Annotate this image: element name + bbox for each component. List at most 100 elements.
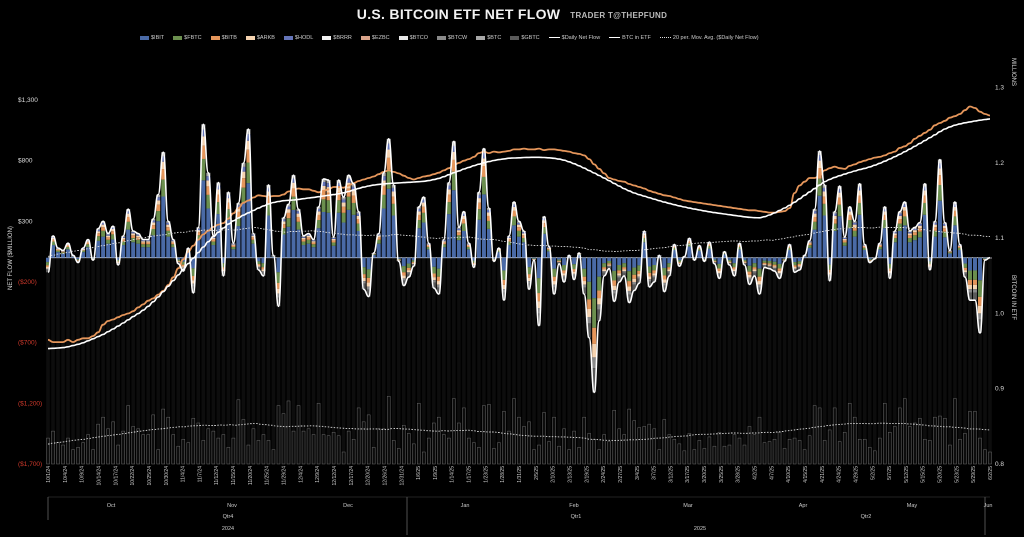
flow-bar-segment: [532, 258, 537, 260]
flow-bar-segment: [687, 243, 692, 247]
flow-bar-segment: [56, 252, 61, 258]
flow-bar-segment: [241, 187, 246, 203]
volume-bar: [742, 444, 747, 465]
flow-bar-segment: [241, 163, 246, 167]
flow-bar-segment: [962, 267, 967, 271]
volume-bar: [166, 416, 171, 465]
flow-bar-segment: [166, 222, 171, 225]
right-axis-unit: MILLIONS: [1010, 58, 1016, 86]
flow-bar-segment: [957, 247, 962, 250]
background-column: [311, 257, 316, 464]
daily-net-flow-line: [47, 123, 991, 394]
flow-bar-segment: [351, 214, 356, 258]
flow-bar-segment: [101, 236, 106, 258]
month-label: Mar: [683, 503, 693, 509]
background-column: [677, 257, 682, 464]
flow-bar-segment: [131, 232, 136, 234]
background-column: [447, 257, 451, 464]
flow-bar-segment: [436, 257, 441, 269]
flow-bar-segment: [792, 269, 797, 273]
flow-bar-segment: [506, 237, 511, 240]
flow-bar-segment: [476, 192, 481, 195]
flow-bar-segment: [371, 254, 376, 255]
flow-bar-segment: [777, 274, 782, 279]
flow-bar-segment: [111, 231, 116, 235]
flow-bar-segment: [707, 242, 712, 244]
x-date-label: 12/20/24: [366, 466, 372, 486]
background-column: [913, 257, 917, 464]
legend-label: $FBTC: [184, 35, 202, 41]
flow-bar-segment: [912, 230, 917, 233]
flow-bar-segment: [241, 202, 246, 258]
flow-bar-segment: [757, 257, 762, 269]
flow-bar-segment: [917, 225, 922, 229]
x-date-label: 5/29/25: [971, 466, 977, 483]
flow-bar-segment: [892, 232, 897, 234]
flow-bar-segment: [136, 239, 141, 244]
flow-bar-segment: [752, 263, 757, 268]
flow-bar-segment: [406, 270, 411, 273]
flow-bar-segment: [572, 273, 577, 276]
flow-bar-segment: [642, 232, 647, 234]
flow-bar-segment: [897, 213, 902, 216]
background-column: [827, 257, 832, 464]
volume-bar: [492, 448, 496, 465]
flow-bar-segment: [812, 216, 817, 222]
volume-bar: [747, 426, 752, 465]
legend-swatch: [548, 37, 560, 39]
flow-bar-segment: [131, 235, 136, 238]
left-axis-label: NET FLOW ($MILLION): [8, 226, 14, 290]
background-column: [336, 257, 341, 464]
flow-bar-segment: [612, 293, 617, 302]
background-column: [467, 257, 471, 464]
flow-bar-segment: [491, 257, 496, 259]
flow-bar-segment: [126, 229, 131, 258]
flow-bar-segment: [366, 289, 371, 297]
flow-bar-segment: [607, 266, 612, 269]
volume-bar: [812, 405, 817, 465]
volume-bar: [371, 447, 376, 465]
background-column: [968, 257, 972, 464]
flow-bar-segment: [101, 227, 106, 231]
flow-bar-segment: [156, 197, 161, 201]
flow-bar-segment: [632, 281, 637, 285]
flow-bar-segment: [286, 206, 291, 210]
volume-bar: [943, 418, 947, 465]
flow-bar-segment: [902, 206, 907, 211]
flow-bar-segment: [291, 175, 296, 179]
volume-bar: [296, 405, 301, 465]
flow-bar-segment: [922, 202, 927, 215]
flow-bar-segment: [361, 267, 366, 275]
flow-bar-segment: [977, 313, 982, 320]
flow-bar-segment: [146, 247, 151, 258]
volume-bar: [857, 438, 862, 465]
flow-bar-segment: [782, 259, 787, 261]
flow-bar-segment: [592, 298, 597, 328]
volume-bar: [652, 428, 657, 465]
quarter-label: Qtr1: [571, 514, 582, 520]
flow-bar-segment: [877, 245, 882, 247]
flow-bar-segment: [912, 240, 917, 258]
flow-bar-segment: [266, 196, 271, 204]
flow-bar-segment: [622, 263, 627, 268]
volume-bar: [918, 418, 922, 465]
volume-bar: [71, 449, 75, 465]
volume-bar: [677, 443, 682, 465]
flow-bar-segment: [662, 285, 667, 292]
btc-trend-line: [47, 118, 991, 350]
flow-bar-segment: [441, 244, 446, 248]
x-date-label: 5/2/25: [870, 466, 876, 480]
flow-bar-segment: [762, 263, 767, 265]
background-column: [552, 257, 556, 464]
flow-bar-segment: [707, 244, 712, 247]
flow-bar-segment: [547, 251, 552, 258]
flow-bar-segment: [186, 248, 191, 250]
flow-bar-segment: [56, 248, 61, 250]
flow-bar-segment: [171, 241, 176, 243]
flow-bar-segment: [301, 236, 306, 238]
flow-bar-segment: [982, 257, 987, 259]
flow-bar-segment: [501, 289, 506, 293]
flow-bar-segment: [246, 162, 251, 184]
flow-bar-segment: [286, 209, 291, 213]
volume-bar: [206, 428, 211, 465]
